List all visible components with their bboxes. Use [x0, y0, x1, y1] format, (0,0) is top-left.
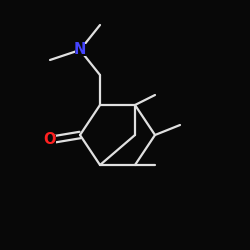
Bar — [44, 134, 56, 145]
Bar — [74, 44, 86, 56]
Text: N: N — [74, 42, 86, 58]
Text: O: O — [44, 132, 56, 148]
